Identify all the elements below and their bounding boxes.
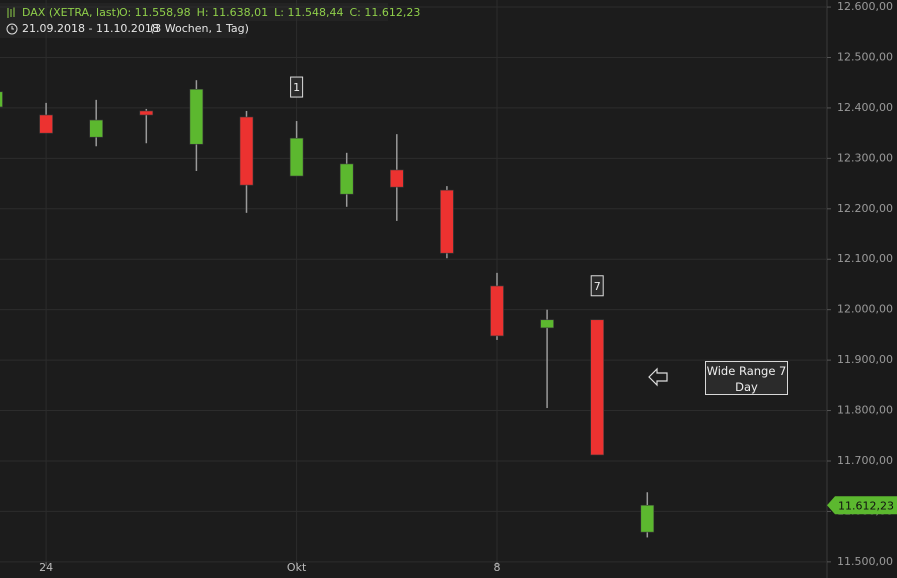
annotation-marker [290, 76, 304, 98]
clock-icon [6, 23, 18, 35]
y-tick-label: 11.700,00 [837, 454, 893, 467]
candle-body [339, 163, 354, 195]
candle-body [640, 504, 655, 533]
chart-icon [7, 7, 15, 18]
y-tick-label: 11.500,00 [837, 555, 893, 568]
header-duration: (3 Wochen, 1 Tag) [150, 22, 249, 35]
header-range: 21.09.2018 - 11.10.2018 [22, 22, 159, 35]
header-title: DAX (XETRA, last) [22, 6, 120, 19]
candle-body [490, 285, 504, 337]
annotation-label: 1 [293, 81, 300, 94]
header-ohlc: H: 11.638,01 [197, 6, 268, 19]
candle-body [289, 137, 304, 177]
x-tick-label: 8 [494, 561, 501, 574]
candle-body [540, 319, 554, 329]
candle-body [189, 88, 204, 145]
candle-body [440, 189, 454, 254]
y-tick-label: 12.300,00 [837, 151, 893, 164]
annotation-label: 7 [594, 280, 601, 293]
arrow-icon [648, 367, 668, 387]
annotation-marker [590, 275, 604, 297]
candle-body [139, 110, 154, 116]
clock-hand [11, 26, 14, 30]
y-tick-label: 12.500,00 [837, 50, 893, 63]
candle-body [389, 169, 404, 188]
header-bg [0, 20, 246, 38]
x-tick-label: Okt [287, 561, 307, 574]
y-tick-label: 11.800,00 [837, 404, 893, 417]
y-tick-label: 12.100,00 [837, 252, 893, 265]
x-tick-label: 24 [39, 561, 53, 574]
axis-panel [827, 0, 897, 578]
y-tick-label: 12.000,00 [837, 303, 893, 316]
y-tick-label: 12.200,00 [837, 202, 893, 215]
candle-body [0, 91, 3, 108]
candle-body [39, 114, 53, 134]
candle-body [89, 119, 103, 138]
header-ohlc: L: 11.548,44 [274, 6, 343, 19]
last-price-tag [827, 496, 897, 515]
header-ohlc: O: 11.558,98 [119, 6, 191, 19]
grid [0, 0, 827, 563]
y-tick-label: 12.400,00 [837, 101, 893, 114]
annotation-box: Wide Range 7 Day [705, 361, 788, 395]
last-price-label: 11.612,23 [838, 499, 894, 512]
y-tick-label: 12.600,00 [837, 0, 893, 13]
y-tick-label: 11.900,00 [837, 353, 893, 366]
header-ohlc: C: 11.612,23 [349, 6, 420, 19]
candle-body [239, 116, 254, 186]
candle-body [590, 319, 605, 456]
